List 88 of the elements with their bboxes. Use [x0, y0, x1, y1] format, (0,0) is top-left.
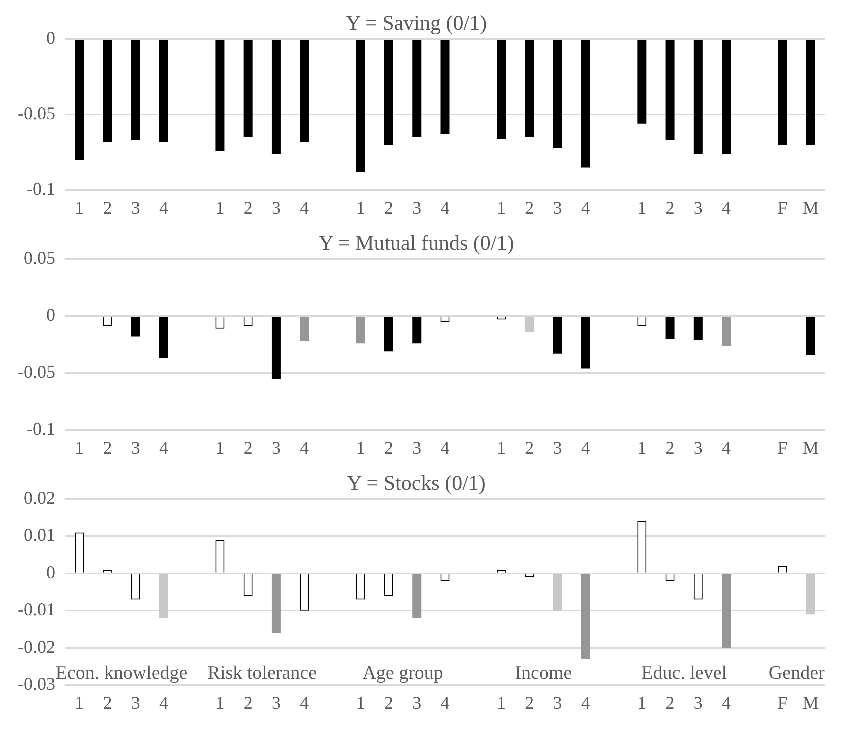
x-tick-label: 1: [497, 198, 506, 218]
y-tick-label: 0: [46, 562, 56, 582]
x-tick-label: 3: [694, 198, 703, 218]
y-tick-label: -0.02: [18, 636, 56, 657]
x-tick-label: 1: [216, 198, 225, 218]
x-tick-label: 4: [722, 692, 732, 713]
x-tick-label: 2: [384, 198, 394, 218]
x-tick-label: 2: [244, 692, 253, 713]
x-tick-label: 3: [131, 438, 140, 458]
x-tick-label: 2: [384, 692, 394, 713]
annotation: Gender: [768, 662, 826, 684]
x-tick-label: 4: [159, 438, 168, 458]
x-tick-label: 1: [216, 438, 225, 458]
x-tick-label: F: [778, 692, 788, 713]
y-tick-label: -0.05: [18, 362, 56, 382]
y-tick-label: 0: [46, 28, 56, 48]
x-tick-label: 3: [412, 692, 422, 713]
x-tick-label: 3: [412, 198, 422, 218]
x-tick-label: 3: [694, 692, 703, 713]
chart-title: Y = Saving (0/1): [346, 11, 488, 36]
x-tick-label: F: [778, 198, 788, 218]
x-tick-label: 1: [497, 692, 506, 713]
x-tick-label: 3: [553, 438, 562, 458]
x-tick-label: 3: [131, 198, 140, 218]
x-tick-label: M: [802, 198, 819, 218]
x-tick-label: 3: [272, 692, 281, 713]
annotation: Age group: [362, 662, 444, 684]
x-tick-label: 1: [75, 692, 84, 713]
x-tick-label: 2: [666, 438, 675, 458]
x-tick-label: 4: [300, 198, 310, 218]
x-tick-label: 4: [440, 438, 450, 458]
y-tick-label: -0.03: [18, 674, 56, 694]
y-tick-label: 0.02: [24, 488, 56, 508]
x-tick-label: 1: [75, 198, 84, 218]
y-tick-label: 0.05: [24, 248, 56, 268]
x-tick-label: 1: [75, 438, 84, 458]
x-tick-label: 4: [440, 692, 450, 713]
x-tick-label: 2: [525, 198, 534, 218]
x-tick-label: 3: [131, 692, 140, 713]
x-tick-label: 4: [581, 198, 590, 218]
x-tick-label: F: [778, 438, 788, 458]
x-tick-label: 2: [525, 692, 534, 713]
x-tick-label: 1: [638, 692, 647, 713]
x-tick-label: 4: [300, 438, 310, 458]
x-tick-label: 2: [244, 438, 253, 458]
x-tick-label: 2: [103, 198, 112, 218]
annotation: Risk tolerance: [208, 662, 318, 684]
x-tick-label: 4: [581, 438, 590, 458]
x-tick-label: 3: [553, 198, 562, 218]
x-tick-label: 2: [666, 198, 675, 218]
annotation: Income: [515, 662, 572, 684]
x-tick-label: 3: [272, 438, 281, 458]
annotation: Educ. level: [642, 662, 728, 684]
x-tick-label: 3: [694, 438, 703, 458]
x-tick-label: 2: [103, 438, 112, 458]
x-tick-label: 4: [300, 692, 310, 713]
x-tick-label: 2: [525, 438, 534, 458]
chart-title: Y = Mutual funds (0/1): [318, 231, 514, 256]
x-tick-label: 3: [272, 198, 281, 218]
x-tick-label: 4: [159, 198, 168, 218]
x-tick-label: 4: [722, 438, 732, 458]
x-tick-label: 2: [244, 198, 253, 218]
y-tick-label: -0.01: [18, 600, 56, 620]
x-tick-label: 4: [159, 692, 168, 713]
x-tick-label: 3: [553, 692, 562, 713]
chart-title: Y = Stocks (0/1): [347, 471, 486, 496]
y-tick-label: -0.1: [26, 419, 56, 440]
x-tick-label: 1: [356, 198, 366, 218]
x-tick-label: 2: [666, 692, 675, 713]
y-tick-label: -0.1: [26, 179, 56, 200]
annotation: Econ. knowledge: [56, 662, 188, 684]
y-tick-label: 0: [46, 305, 56, 325]
x-tick-label: 3: [412, 438, 422, 458]
y-tick-label: -0.05: [18, 104, 56, 124]
x-tick-label: 4: [581, 692, 590, 713]
x-tick-label: 4: [722, 198, 732, 218]
x-tick-label: 2: [103, 692, 112, 713]
x-tick-label: 1: [497, 438, 506, 458]
x-tick-label: 2: [384, 438, 394, 458]
x-tick-label: 1: [638, 198, 647, 218]
x-tick-label: 4: [440, 198, 450, 218]
x-tick-label: 1: [638, 438, 647, 458]
x-tick-label: M: [802, 692, 819, 713]
x-tick-label: 1: [356, 692, 366, 713]
x-tick-label: 1: [216, 692, 225, 713]
x-tick-label: M: [802, 438, 819, 458]
x-tick-label: 1: [356, 438, 366, 458]
y-tick-label: 0.01: [24, 525, 56, 546]
